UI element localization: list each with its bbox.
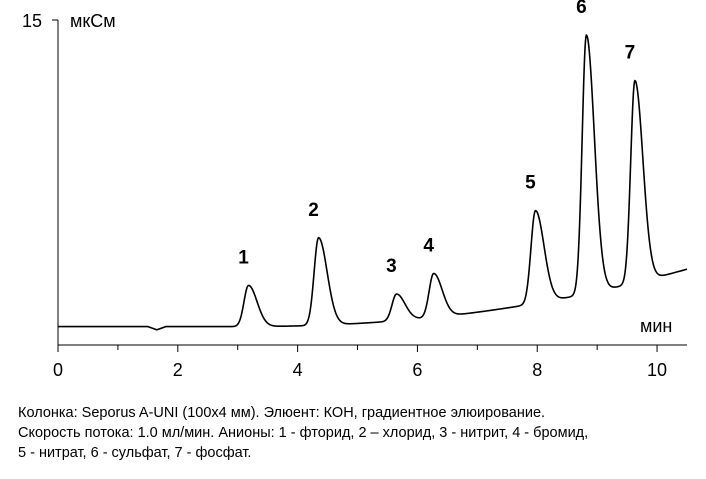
chromatogram-chart: 0 2 4 6 8 10 15 1 2 3 4 5 6 7 мкСм мин [22,0,688,380]
peak-labels: 1 2 3 4 5 6 7 [238,0,635,277]
axes [57,20,687,346]
peak-label-3: 3 [386,256,397,277]
x-tick-label: 2 [173,360,183,380]
peak-label-4: 4 [423,236,434,257]
peak-label-2: 2 [308,200,319,221]
y-axis-ticks: 15 [22,11,58,31]
caption-line-2: Скорость потока: 1.0 мл/мин. Анионы: 1 -… [18,425,589,441]
peak-label-5: 5 [525,173,536,194]
x-axis-unit-label: мин [640,316,672,336]
x-tick-label: 6 [412,360,422,380]
y-tick-label: 15 [22,11,42,31]
peak-label-1: 1 [238,247,249,268]
chromatogram-trace [58,33,688,331]
chart-caption: Колонка: Seporus A-UNI (100x4 мм). Элюен… [18,403,698,463]
x-tick-label: 10 [647,360,667,380]
x-axis-ticks: 0 2 4 6 8 10 [53,345,667,380]
x-tick-label: 0 [53,360,63,380]
peak-label-7: 7 [625,43,636,64]
caption-line-3: 5 - нитрат, 6 - сульфат, 7 - фосфат. [18,445,252,461]
x-tick-label: 4 [293,360,303,380]
x-tick-label: 8 [532,360,542,380]
y-axis-unit-label: мкСм [70,11,116,31]
caption-line-1: Колонка: Seporus A-UNI (100x4 мм). Элюен… [18,405,546,421]
peak-label-6: 6 [576,0,587,18]
